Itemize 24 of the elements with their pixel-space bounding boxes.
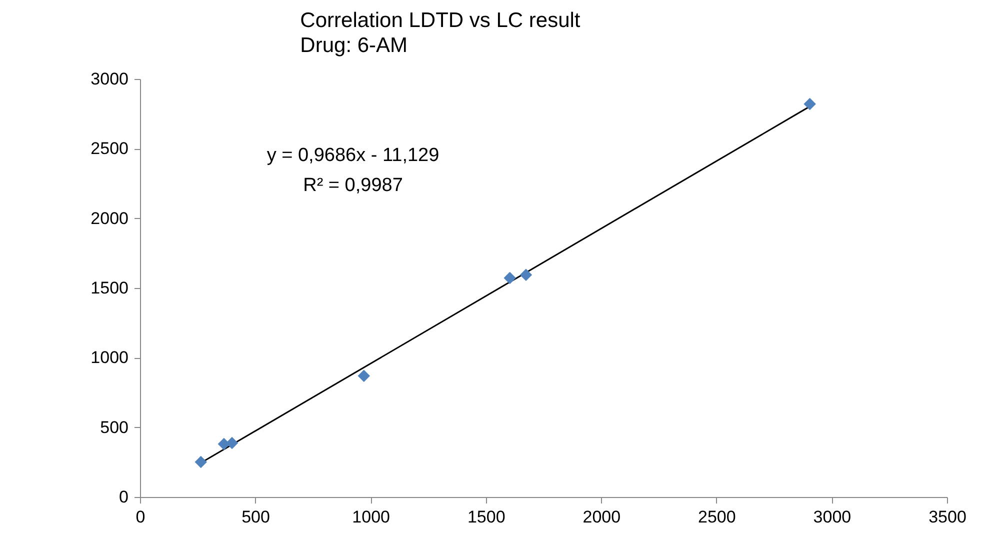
annotation: R² = 0,9987 xyxy=(303,175,403,196)
x-tick-label: 3000 xyxy=(813,508,852,526)
x-tick-label: 0 xyxy=(136,508,146,526)
point xyxy=(804,98,816,110)
y-tick-label: 0 xyxy=(119,488,128,506)
point xyxy=(358,370,370,382)
point xyxy=(520,268,532,282)
y-tick-label: 2000 xyxy=(90,208,128,228)
chart-subtitle: Drug: 6-AM xyxy=(300,34,408,57)
x-tick-label: 3500 xyxy=(928,508,966,526)
y-tick-label: 2500 xyxy=(90,139,128,158)
y-tick-label: 3000 xyxy=(90,70,128,88)
x-tick-label: 1500 xyxy=(467,508,506,526)
x-tick-label: 500 xyxy=(242,508,270,526)
point xyxy=(194,456,207,468)
chart-title: Correlation LDTD vs LC result xyxy=(300,9,580,32)
y-tick-label: 500 xyxy=(100,418,128,437)
annotation: y = 0,9686x - 11,129 xyxy=(266,145,440,166)
point xyxy=(504,272,516,284)
x-tick-label: 1000 xyxy=(352,508,390,526)
x-tick-label: 2500 xyxy=(698,508,736,526)
y-tick-label: 1000 xyxy=(90,348,128,368)
x-tick-label: 2000 xyxy=(582,508,621,526)
y-tick-label: 1500 xyxy=(90,278,128,298)
